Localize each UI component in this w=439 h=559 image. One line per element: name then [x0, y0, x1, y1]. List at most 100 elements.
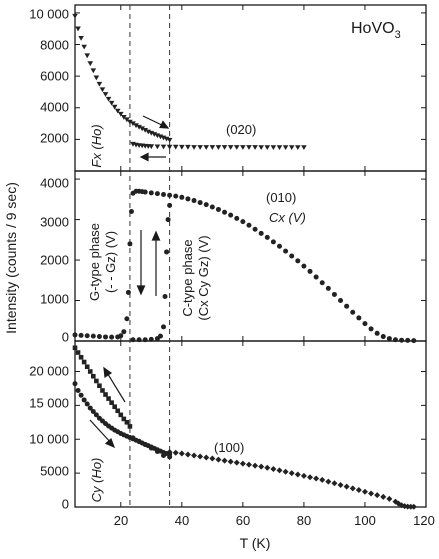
bottom-data-point — [209, 455, 216, 462]
bottom-data-point — [87, 369, 93, 374]
bottom-data-point — [191, 452, 198, 459]
bottom-data-point — [118, 412, 124, 418]
bottom-data-point — [227, 458, 234, 465]
top-data-point — [142, 128, 148, 133]
bottom-data-point — [109, 400, 114, 405]
top-data-point — [117, 111, 124, 117]
bottom-data-point — [349, 485, 356, 492]
bottom-data-point — [264, 464, 271, 471]
bottom-data-point — [331, 480, 338, 487]
top-data-point — [133, 123, 139, 129]
bottom-data-point — [239, 460, 246, 467]
arrow-head — [104, 437, 116, 449]
top-data-point — [252, 145, 258, 150]
top-data-point — [185, 144, 191, 150]
bottom-data-point — [78, 354, 84, 360]
top-y-tick-label: 10 000 — [29, 7, 69, 22]
top-data-point — [145, 129, 152, 135]
middle-data-point — [399, 337, 405, 343]
top-data-point — [154, 144, 161, 150]
bottom-data-point — [161, 453, 167, 459]
middle-data-point — [154, 191, 160, 197]
middle-data-point — [167, 202, 173, 208]
middle-data-point — [118, 333, 124, 339]
middle-data-point — [136, 337, 142, 343]
bottom-data-point — [124, 420, 130, 425]
top-data-point — [84, 53, 91, 59]
middle-data-point — [161, 324, 167, 330]
top-data-point — [246, 145, 252, 150]
top-data-point — [139, 126, 145, 132]
bottom-data-point — [288, 470, 295, 477]
top-data-point — [124, 117, 130, 123]
bottom-order-label: Cy (Ho) — [89, 458, 104, 503]
top-data-point — [258, 145, 264, 151]
bottom-data-point — [72, 381, 78, 387]
top-data-point — [111, 104, 118, 110]
bottom-y-tick-label: 0 — [62, 497, 69, 512]
bottom-data-point — [313, 475, 320, 482]
middle-data-point — [125, 289, 131, 295]
bottom-data-point — [178, 450, 185, 457]
middle-data-point — [411, 338, 417, 344]
middle-data-point — [301, 263, 307, 269]
bottom-data-point — [166, 449, 173, 456]
bottom-data-point — [380, 493, 387, 500]
bottom-data-point — [325, 478, 332, 485]
bottom-data-point — [72, 345, 78, 351]
middle-panel-frame — [74, 170, 427, 342]
bottom-data-point — [245, 461, 252, 468]
top-data-point — [240, 145, 246, 150]
bottom-data-point — [319, 476, 326, 483]
top-data-point — [102, 92, 109, 97]
top-data-point — [90, 68, 97, 74]
middle-data-point — [283, 248, 289, 254]
top-data-point — [215, 145, 222, 150]
bottom-data-point — [343, 483, 350, 490]
top-data-point — [78, 36, 84, 41]
bottom-data-point — [103, 392, 108, 397]
top-y-tick-label: 2000 — [40, 131, 69, 146]
bottom-data-point — [184, 451, 191, 458]
middle-data-point — [405, 337, 411, 343]
middle-data-point — [84, 333, 90, 339]
top-data-point — [93, 75, 100, 81]
bottom-data-point — [148, 445, 154, 451]
arrow-head — [139, 152, 149, 162]
compound-subscript: 3 — [395, 29, 401, 41]
arrow-head — [136, 285, 146, 296]
x-tick-label: 120 — [413, 513, 435, 528]
middle-data-point — [276, 243, 282, 249]
middle-y-tick-label: 0 — [62, 330, 69, 345]
middle-data-point — [78, 332, 84, 338]
bottom-data-point — [386, 495, 393, 502]
top-data-point — [227, 145, 234, 150]
bottom-panel-frame — [74, 340, 427, 508]
middle-data-point — [109, 334, 115, 340]
bottom-data-point — [355, 487, 362, 494]
top-data-point — [130, 121, 136, 127]
middle-data-point — [127, 241, 133, 247]
top-reflection-label: (020) — [226, 122, 256, 137]
bottom-data-point — [307, 474, 314, 481]
top-order-label: Fx (Ho) — [89, 124, 104, 167]
bottom-data-point — [154, 448, 160, 454]
middle-order-label: Cx (V) — [269, 210, 306, 225]
middle-data-point — [162, 293, 168, 299]
middle-data-point — [130, 337, 136, 343]
bottom-data-point — [136, 438, 142, 444]
middle-data-point — [344, 303, 350, 309]
bottom-data-point — [167, 454, 173, 460]
middle-data-point — [148, 336, 154, 342]
bottom-data-point — [121, 416, 127, 422]
top-data-point — [295, 145, 301, 151]
middle-data-point — [142, 337, 148, 343]
y-axis-title: Intensity (counts / 9 sec) — [3, 182, 19, 334]
g-phase-label-line1: G-type phase — [87, 223, 102, 301]
bottom-data-point — [75, 350, 81, 355]
middle-data-point — [179, 194, 185, 200]
middle-data-point — [252, 226, 258, 232]
bottom-data-point — [78, 392, 84, 398]
x-tick-label: 60 — [236, 513, 250, 528]
